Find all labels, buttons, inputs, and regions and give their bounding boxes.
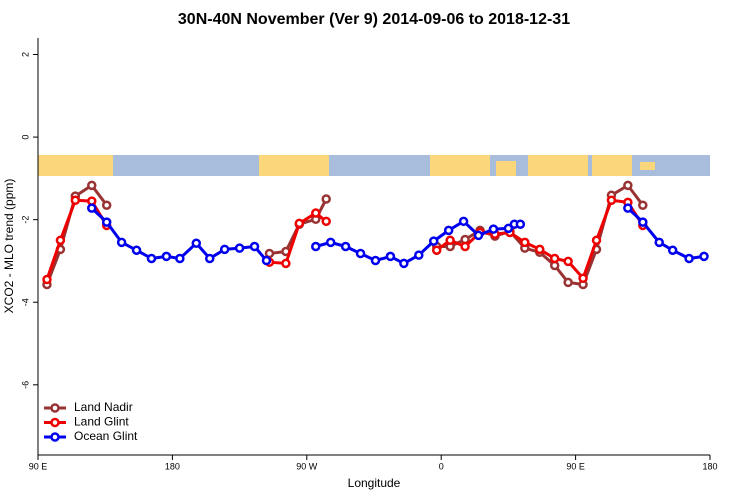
point: [219, 244, 230, 255]
x-tick-label: 180: [165, 461, 180, 471]
point: [70, 195, 81, 206]
point: [191, 238, 202, 248]
point: [431, 245, 442, 255]
legend-label: Ocean Glint: [74, 429, 138, 443]
point: [55, 235, 66, 246]
x-tick-label: 90 E: [29, 461, 48, 471]
point: [606, 195, 617, 206]
legend-marker: [50, 403, 60, 413]
point: [204, 253, 215, 264]
point: [325, 237, 336, 248]
x-tick-label: 90 W: [296, 461, 318, 471]
point: [623, 180, 633, 191]
x-axis-title: Longitude: [348, 476, 401, 490]
point: [578, 273, 588, 284]
legend-marker: [50, 432, 60, 442]
point: [445, 235, 455, 246]
point: [294, 218, 305, 229]
x-tick-label: 0: [439, 461, 444, 471]
point: [563, 277, 573, 288]
point: [654, 237, 664, 248]
point: [503, 223, 514, 234]
point: [591, 235, 602, 246]
point: [261, 255, 272, 266]
point: [699, 251, 709, 262]
point: [311, 241, 321, 252]
y-tick-label: -2: [20, 216, 30, 224]
y-axis-title: XCO2 - MLO trend (ppm): [2, 179, 16, 314]
y-tick-label: 0: [20, 135, 30, 140]
point: [399, 258, 409, 269]
point: [161, 251, 172, 262]
point: [428, 236, 439, 246]
point: [458, 216, 469, 227]
point: [101, 217, 112, 227]
point: [87, 203, 97, 213]
point: [101, 200, 112, 210]
point: [385, 251, 396, 262]
x-tick-label: 90 E: [566, 461, 585, 471]
point: [87, 180, 97, 191]
point: [520, 237, 530, 248]
point: [175, 253, 185, 264]
point: [623, 203, 633, 213]
x-tick-label: 180: [702, 461, 717, 471]
point: [116, 237, 127, 248]
map-strip: [38, 155, 710, 176]
point: [488, 224, 499, 234]
point: [443, 225, 454, 236]
point: [684, 253, 694, 264]
point: [234, 243, 245, 253]
point: [321, 216, 331, 227]
point: [638, 217, 648, 227]
point: [515, 219, 526, 229]
point: [460, 241, 470, 252]
y-tick-label: 2: [20, 52, 30, 57]
point: [311, 208, 321, 218]
point: [563, 256, 573, 267]
point: [249, 241, 260, 252]
y-tick-label: -6: [20, 381, 30, 389]
series-line: [90, 207, 705, 265]
chart-title: 30N-40N November (Ver 9) 2014-09-06 to 2…: [178, 11, 570, 28]
point: [281, 258, 291, 269]
point: [321, 194, 331, 204]
point: [638, 200, 648, 210]
legend-marker: [50, 417, 60, 428]
point: [535, 244, 545, 255]
point: [473, 230, 484, 241]
point: [549, 253, 560, 264]
point: [355, 248, 366, 259]
point: [131, 245, 142, 255]
y-tick-label: -4: [20, 298, 30, 306]
legend-label: Land Nadir: [74, 400, 133, 414]
legend-label: Land Glint: [74, 415, 129, 429]
point: [340, 241, 351, 252]
point: [667, 245, 678, 255]
point: [42, 274, 52, 285]
point: [414, 250, 424, 260]
point: [370, 255, 381, 266]
point: [146, 253, 157, 264]
